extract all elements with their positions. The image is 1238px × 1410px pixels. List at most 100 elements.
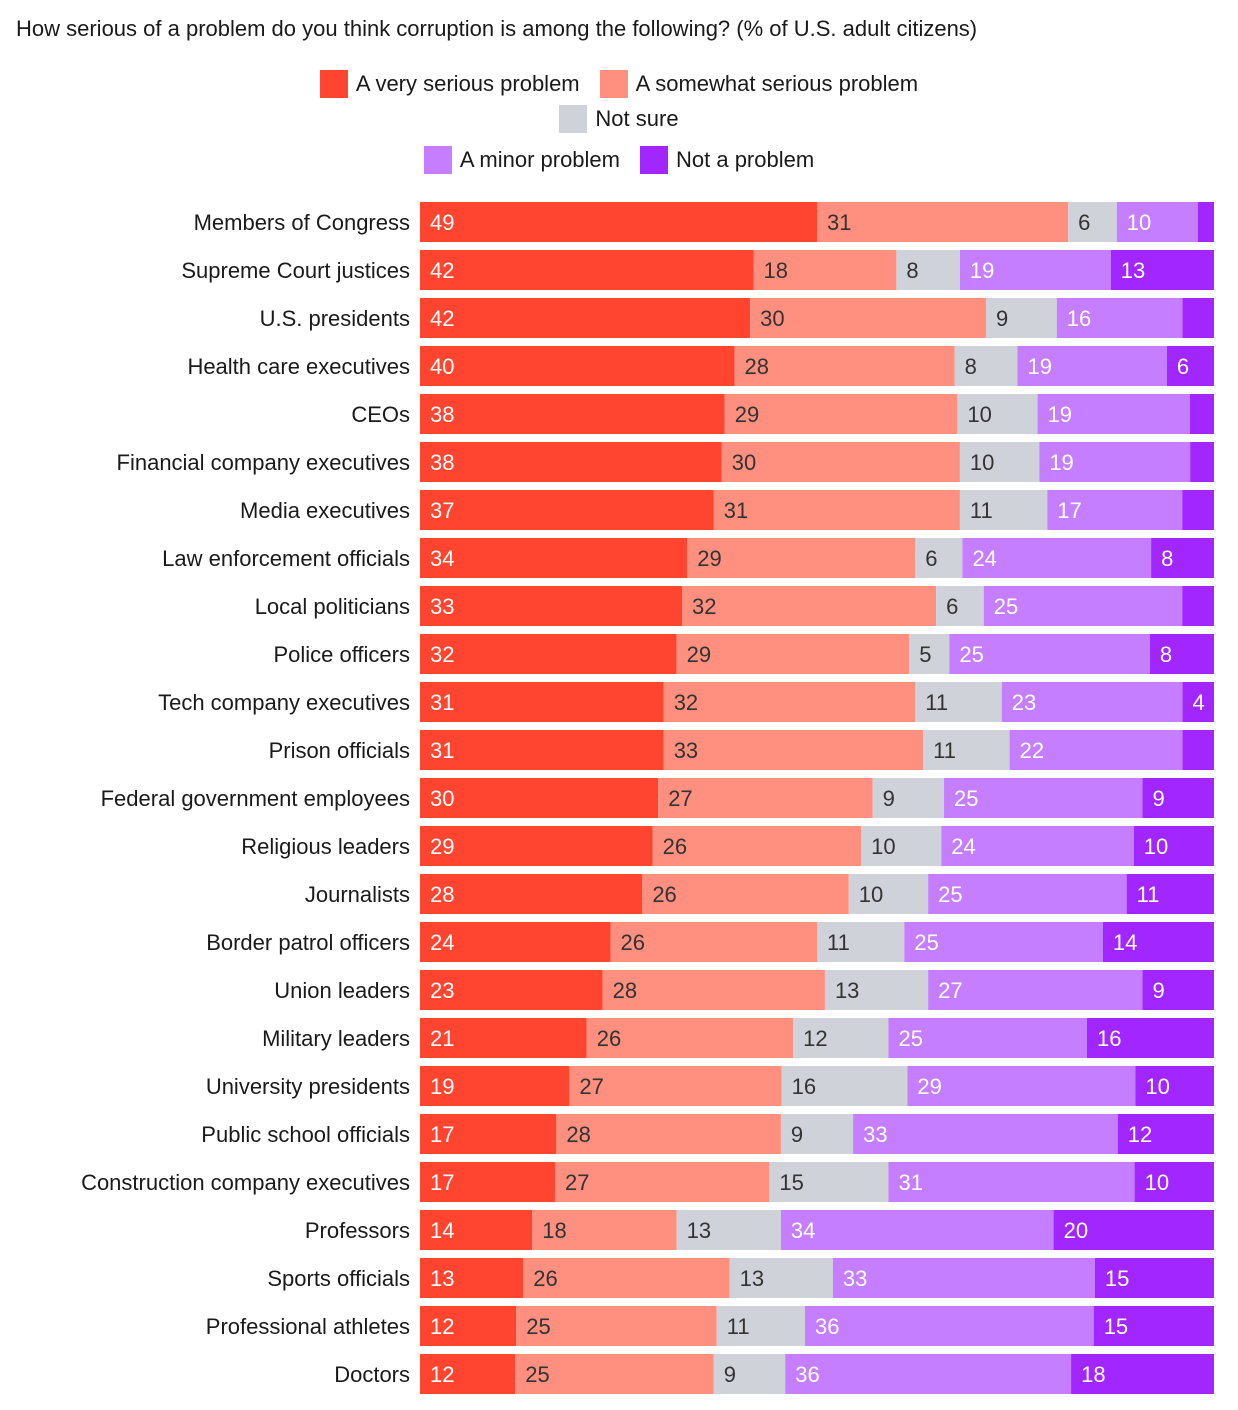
bar-segment-a-minor-problem	[944, 778, 1143, 818]
data-label: 31	[430, 690, 454, 715]
data-label: 9	[1153, 786, 1165, 811]
bar-segment-a-minor-problem	[1017, 346, 1167, 386]
data-label: 8	[1161, 546, 1173, 571]
data-label: 19	[1049, 450, 1073, 475]
data-label: 38	[430, 450, 454, 475]
category-label: Construction company executives	[81, 1170, 410, 1195]
bar-segment-a-very-serious-problem	[420, 1162, 555, 1202]
bar-segment-not-a-problem	[1134, 1162, 1214, 1202]
bar-segment-a-very-serious-problem	[420, 586, 683, 626]
data-label: 25	[525, 1362, 549, 1387]
data-label: 12	[430, 1314, 454, 1339]
bar-segment-not-sure	[959, 490, 1048, 530]
data-label: 12	[1128, 1122, 1152, 1147]
data-label: 10	[1145, 1170, 1169, 1195]
category-label: Media executives	[240, 498, 410, 523]
bar-segment-a-minor-problem	[1056, 298, 1183, 338]
data-label: 23	[1012, 690, 1036, 715]
data-label: 10	[1127, 210, 1151, 235]
data-label: 13	[1121, 258, 1145, 283]
data-label: 25	[954, 786, 978, 811]
data-label: 10	[970, 450, 994, 475]
category-label: Border patrol officers	[206, 930, 410, 955]
category-label: Law enforcement officials	[162, 546, 410, 571]
data-label: 10	[871, 834, 895, 859]
bar-row-professors: Professors 14 18 13 34 20	[305, 1210, 1214, 1250]
data-label: 31	[827, 210, 851, 235]
bar-segment-a-somewhat-serious-problem	[721, 442, 960, 482]
bar-segment-a-very-serious-problem	[420, 634, 677, 674]
legend-label: A minor problem	[459, 147, 620, 172]
data-label: 26	[597, 1026, 621, 1051]
bar-segment-not-a-problem	[1151, 538, 1214, 578]
bar-segment-a-minor-problem	[1116, 202, 1198, 242]
bar-segment-not-sure	[769, 1162, 889, 1202]
bar-segment-a-somewhat-serious-problem	[663, 730, 924, 770]
data-label: 11	[925, 690, 948, 715]
data-label: 17	[430, 1170, 454, 1195]
bar-segment-not-a-problem	[1166, 346, 1214, 386]
data-label: 9	[791, 1122, 803, 1147]
bar-segment-not-sure	[780, 1114, 854, 1154]
data-label: 13	[835, 978, 859, 1003]
bar-segment-not-sure	[954, 346, 1018, 386]
data-label: 6	[925, 546, 937, 571]
legend-swatch	[599, 70, 628, 98]
bar-segment-a-very-serious-problem	[420, 778, 659, 818]
bar-segment-a-very-serious-problem	[420, 442, 722, 482]
bar-segment-a-very-serious-problem	[420, 1354, 516, 1394]
bar-segment-not-a-problem	[1094, 1258, 1214, 1298]
data-label: 26	[663, 834, 687, 859]
data-label: 18	[542, 1218, 566, 1243]
legend-item-minor: A minor problem	[423, 146, 620, 174]
category-label: Professors	[305, 1218, 410, 1243]
bar-segment-not-a-problem	[1093, 1306, 1214, 1346]
bar-segment-not-a-problem	[1086, 1018, 1214, 1058]
bar-segment-a-somewhat-serious-problem	[682, 586, 937, 626]
legend-label: Not a problem	[676, 147, 815, 172]
data-label: 22	[1020, 738, 1044, 763]
bar-segment-not-sure	[817, 922, 905, 962]
chart-title: How serious of a problem do you think co…	[16, 16, 978, 41]
data-label: 21	[430, 1026, 454, 1051]
legend-item-not-a-problem: Not a problem	[640, 146, 814, 174]
category-label: Union leaders	[274, 978, 410, 1003]
bar-segment-not-a-problem	[1182, 730, 1214, 770]
bar-segment-a-somewhat-serious-problem	[610, 922, 817, 962]
data-label: 29	[735, 402, 759, 427]
bar-row-health-care-executives: Health care executives 40 28 8 19 6	[187, 346, 1214, 386]
data-label: 40	[430, 354, 454, 379]
data-label: 27	[579, 1074, 603, 1099]
data-label: 11	[727, 1314, 750, 1339]
bar-segment-a-somewhat-serious-problem	[554, 1162, 770, 1202]
bar-row-members-of-congress: Members of Congress 49 31 6 10	[194, 202, 1214, 242]
bar-segment-not-sure	[713, 1354, 786, 1394]
data-label: 25	[959, 642, 983, 667]
category-label: Journalists	[305, 882, 410, 907]
bar-segment-not-a-problem	[1126, 874, 1214, 914]
bar-segment-not-a-problem	[1182, 586, 1214, 626]
bar-segment-a-somewhat-serious-problem	[713, 490, 960, 530]
bar-segment-not-a-problem	[1110, 250, 1214, 290]
data-label: 25	[898, 1026, 922, 1051]
data-label: 6	[1078, 210, 1090, 235]
category-label: Military leaders	[262, 1026, 410, 1051]
data-label: 18	[763, 258, 787, 283]
data-label: 32	[674, 690, 698, 715]
legend-swatch	[423, 146, 452, 174]
category-label: U.S. presidents	[260, 306, 410, 331]
data-label: 36	[815, 1314, 839, 1339]
bar-segment-a-very-serious-problem	[420, 1018, 587, 1058]
bar-segment-a-somewhat-serious-problem	[642, 874, 849, 914]
bar-segment-a-very-serious-problem	[420, 1306, 517, 1346]
bar-segment-a-very-serious-problem	[420, 202, 817, 242]
data-label: 31	[430, 738, 454, 763]
bar-segment-not-a-problem	[1053, 1210, 1214, 1250]
bar-segment-a-minor-problem	[832, 1258, 1095, 1298]
data-label: 12	[430, 1362, 454, 1387]
bar-segment-not-sure	[909, 634, 950, 674]
bar-segment-a-minor-problem	[928, 970, 1143, 1010]
bar-segment-a-very-serious-problem	[420, 1066, 570, 1106]
bar-row-union-leaders: Union leaders 23 28 13 27 9	[274, 970, 1214, 1010]
bar-segment-a-minor-problem	[888, 1162, 1135, 1202]
